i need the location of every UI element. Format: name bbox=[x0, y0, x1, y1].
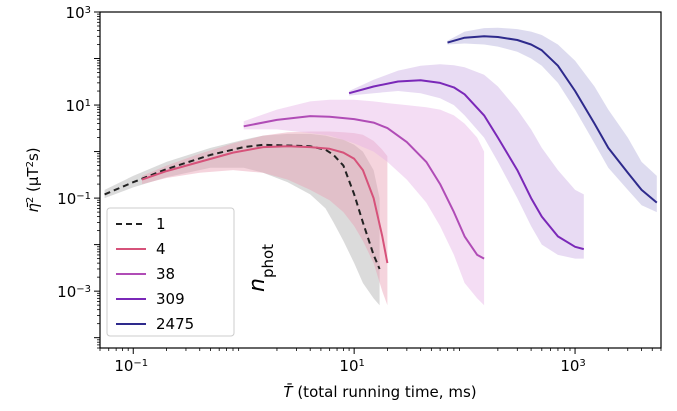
legend-box bbox=[106, 207, 235, 337]
line-series-38 bbox=[243, 115, 485, 260]
x-tick-label: 10−1 bbox=[114, 357, 148, 375]
legend-label-1: 1 bbox=[156, 215, 166, 233]
y-axis-mid: (μT bbox=[24, 167, 42, 197]
x-axis-label: T̄ (total running time, ms) bbox=[283, 382, 476, 401]
y-tick-label: 10−3 bbox=[57, 283, 91, 301]
confidence-bands bbox=[104, 27, 657, 306]
x-axis-symbol: T̄ bbox=[283, 382, 294, 401]
y-tick-label: 103 bbox=[66, 4, 91, 22]
legend-label-309: 309 bbox=[156, 290, 185, 308]
legend-label-2475: 2475 bbox=[156, 315, 194, 333]
y-tick-label: 10−1 bbox=[57, 190, 91, 208]
legend: 1 4 38 309 2475 nphot bbox=[106, 207, 277, 337]
y-axis-sup2: 2 bbox=[25, 161, 36, 167]
legend-title-main: n bbox=[245, 278, 270, 292]
plot-area-frame bbox=[99, 11, 662, 349]
line-series-309 bbox=[348, 79, 585, 251]
band-series-1 bbox=[104, 133, 380, 306]
y-axis-symbol: η̄ bbox=[24, 202, 42, 213]
legend-title-sub: phot bbox=[259, 244, 277, 278]
legend-label-38: 38 bbox=[156, 265, 175, 283]
series-lines bbox=[104, 35, 658, 270]
line-series-2475 bbox=[447, 35, 658, 204]
band-series-4 bbox=[142, 131, 388, 306]
legend-label-4: 4 bbox=[156, 240, 166, 258]
x-tick-label: 101 bbox=[339, 357, 364, 375]
y-axis-end: s) bbox=[24, 147, 42, 161]
y-axis-sup1: 2 bbox=[25, 197, 36, 203]
y-axis-label: η̄2 (μT2s) bbox=[24, 147, 42, 212]
band-series-2475 bbox=[447, 27, 657, 213]
axis-ticks: 10−1 101 103 10−3 10−1 101 103 bbox=[57, 4, 662, 375]
x-tick-label: 103 bbox=[560, 357, 585, 375]
band-series-309 bbox=[349, 64, 584, 259]
x-axis-text: (total running time, ms) bbox=[293, 383, 477, 401]
band-series-38 bbox=[243, 99, 485, 306]
y-tick-label: 101 bbox=[66, 97, 91, 115]
line-series-4 bbox=[141, 145, 389, 264]
legend-title: nphot bbox=[245, 244, 277, 292]
